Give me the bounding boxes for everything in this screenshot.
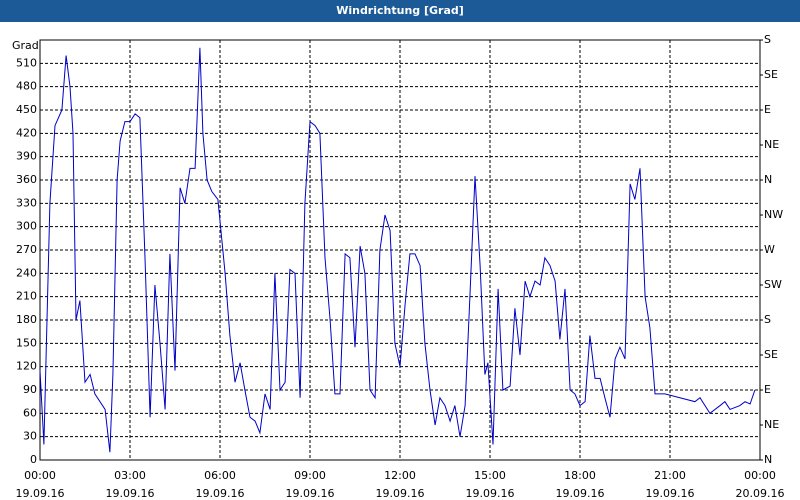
y-tick-label: 390 [16, 150, 37, 163]
y-tick-label: 120 [16, 360, 37, 373]
y-tick-label: 30 [23, 430, 37, 443]
y2-tick-label: E [764, 103, 771, 116]
x-tick-label: 00:00 19.09.16 [15, 469, 65, 500]
plot-border [39, 39, 761, 461]
y2-tick-label: N [764, 453, 772, 466]
y-tick-label: 270 [16, 243, 37, 256]
y2-tick-label: SE [764, 68, 778, 81]
y-axis-label: Grad [12, 39, 39, 52]
y-tick-label: 150 [16, 336, 37, 349]
y-tick-label: 330 [16, 196, 37, 209]
y-tick-label: 450 [16, 103, 37, 116]
y2-tick-label: NE [764, 138, 779, 151]
y-tick-label: 360 [16, 173, 37, 186]
y-tick-label: 300 [16, 220, 37, 233]
x-tick-label: 09:00 19.09.16 [285, 469, 335, 500]
data-line [39, 47, 756, 453]
y-tick-label: 180 [16, 313, 37, 326]
y-tick-label: 90 [23, 383, 37, 396]
x-tick-label: 00:00 20.09.16 [735, 469, 785, 500]
y2-tick-label: S [764, 33, 771, 46]
y2-tick-label: N [764, 173, 772, 186]
y2-tick-label: NW [764, 208, 783, 221]
y-tick-label: 0 [30, 453, 37, 466]
x-tick-label: 15:00 19.09.16 [465, 469, 515, 500]
y-tick-label: 480 [16, 80, 37, 93]
x-tick-label: 03:00 19.09.16 [105, 469, 155, 500]
y2-tick-label: NE [764, 418, 779, 431]
x-tick-label: 06:00 19.09.16 [195, 469, 245, 500]
y2-tick-label: SE [764, 348, 778, 361]
y-tick-label: 510 [16, 56, 37, 69]
x-tick-label: 12:00 19.09.16 [375, 469, 425, 500]
y2-tick-label: W [764, 243, 775, 256]
y2-tick-label: E [764, 383, 771, 396]
y-tick-label: 60 [23, 406, 37, 419]
y2-tick-label: SW [764, 278, 782, 291]
y-tick-label: 240 [16, 266, 37, 279]
x-tick-label: 21:00 19.09.16 [645, 469, 695, 500]
x-tick-label: 18:00 19.09.16 [555, 469, 605, 500]
title-bar: Windrichtung [Grad] [0, 0, 800, 22]
y2-tick-label: S [764, 313, 771, 326]
y-tick-label: 420 [16, 126, 37, 139]
y-tick-label: 210 [16, 290, 37, 303]
